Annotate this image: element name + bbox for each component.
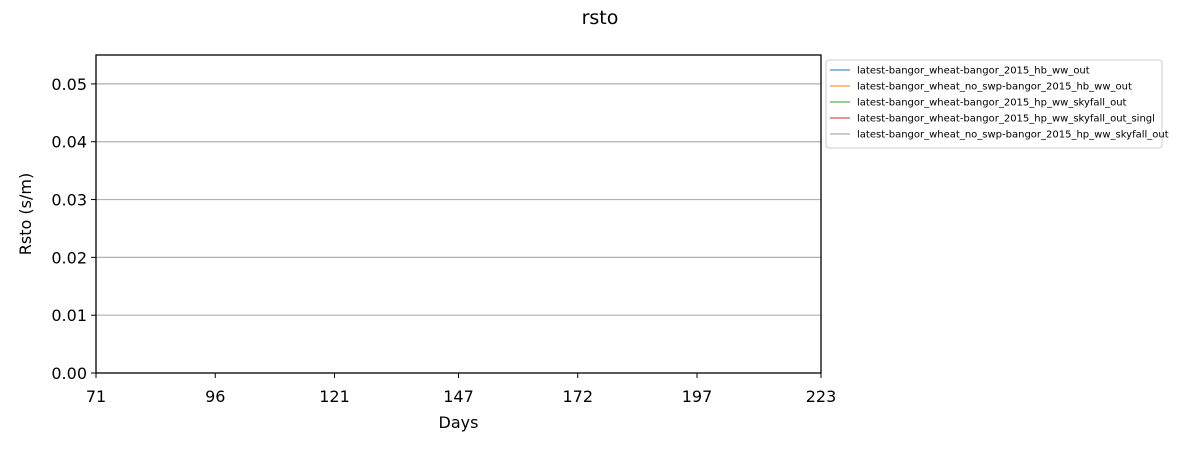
grid-lines [96, 83, 821, 316]
y-tick-label: 0.03 [51, 191, 87, 210]
x-tick-label: 172 [562, 387, 593, 406]
legend-label: latest-bangor_wheat-bangor_2015_hb_ww_ou… [857, 66, 1090, 77]
legend: latest-bangor_wheat-bangor_2015_hb_ww_ou… [825, 59, 1169, 149]
legend-label: latest-bangor_wheat_no_swp-bangor_2015_h… [857, 82, 1132, 93]
chart-title: rsto [582, 7, 619, 29]
x-tick-label: 121 [319, 387, 350, 406]
x-axis: 71 96 121 147 172 197 223 [86, 373, 836, 406]
x-tick-label: 197 [682, 387, 713, 406]
x-tick-label: 147 [443, 387, 474, 406]
x-tick-label: 71 [86, 387, 106, 406]
y-axis-label: Rsto (s/m) [16, 173, 35, 255]
y-axis: 0.00 0.01 0.02 0.03 0.04 0.05 [51, 75, 96, 383]
x-axis-label: Days [439, 413, 479, 432]
x-tick-label: 96 [205, 387, 225, 406]
legend-box [825, 59, 1163, 149]
y-tick-label: 0.05 [51, 75, 87, 94]
legend-label: latest-bangor_wheat-bangor_2015_hp_ww_sk… [857, 114, 1155, 125]
y-tick-label: 0.04 [51, 133, 87, 152]
x-tick-label: 223 [806, 387, 837, 406]
y-tick-label: 0.00 [51, 364, 87, 383]
y-tick-label: 0.01 [51, 306, 87, 325]
legend-label: latest-bangor_wheat_no_swp-bangor_2015_h… [857, 130, 1169, 141]
y-tick-label: 0.02 [51, 248, 87, 267]
plot-frame [95, 54, 822, 374]
legend-label: latest-bangor_wheat-bangor_2015_hp_ww_sk… [857, 98, 1127, 109]
